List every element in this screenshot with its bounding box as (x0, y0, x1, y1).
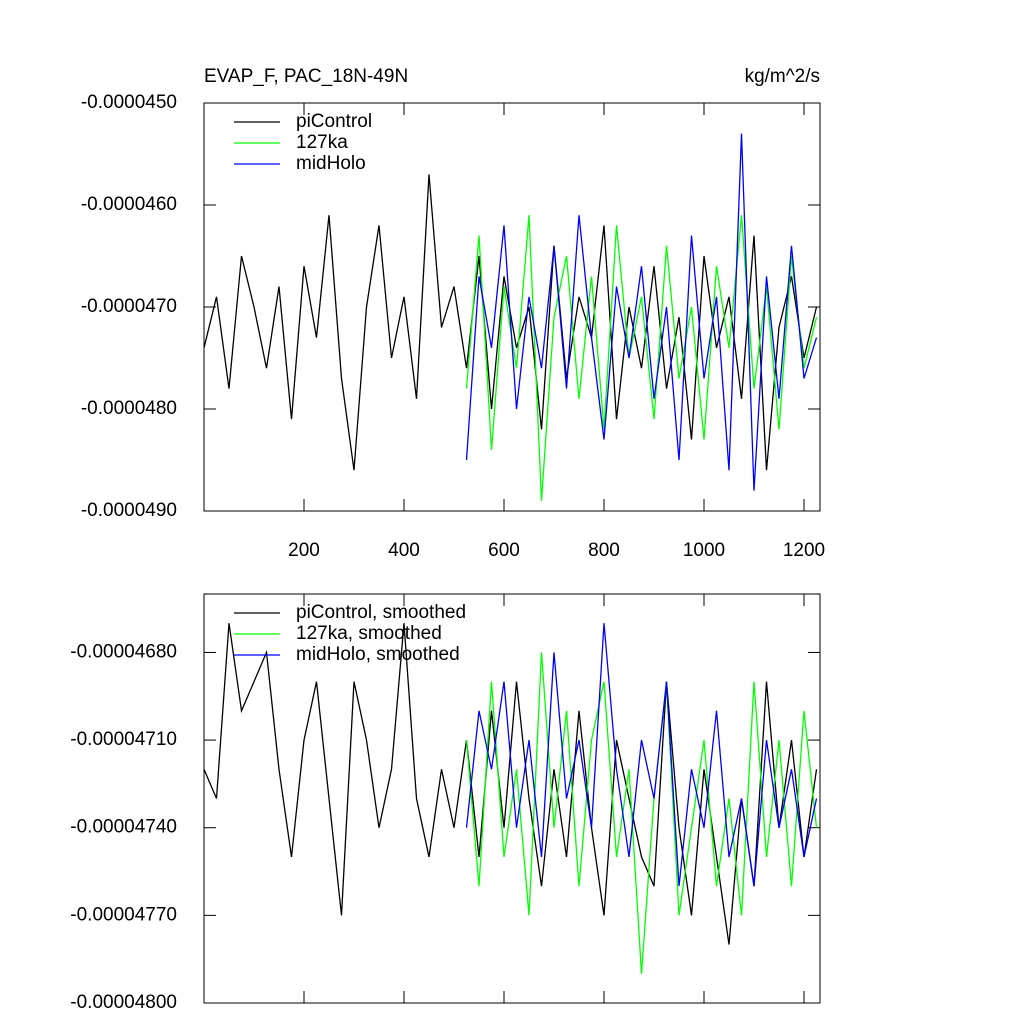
x-tick-label: 800 (588, 540, 620, 561)
x-tick-label: 600 (488, 540, 520, 561)
y-tick-label: -0.00004770 (70, 904, 177, 925)
legend-label: midHolo (296, 153, 366, 174)
series-line (465, 215, 818, 501)
legend-label: piControl, smoothed (296, 602, 466, 623)
series-line (465, 652, 818, 974)
legend-label: midHolo, smoothed (296, 644, 460, 665)
chart-title: EVAP_F, PAC_18N-49N (204, 66, 408, 87)
x-tick-label: 200 (288, 540, 320, 561)
x-tick-label: 1000 (683, 540, 725, 561)
y-tick-label: -0.0000450 (81, 92, 177, 113)
legend-label: piControl (296, 111, 372, 132)
y-tick-label: -0.0000470 (81, 296, 177, 317)
y-tick-label: -0.0000480 (81, 398, 177, 419)
series-line (465, 623, 818, 887)
legend-label: 127ka (296, 132, 348, 153)
x-tick-label: 1200 (783, 540, 825, 561)
y-tick-label: -0.00004680 (70, 641, 177, 662)
y-tick-label: -0.00004710 (70, 729, 177, 750)
y-tick-label: -0.0000490 (81, 500, 177, 521)
y-tick-label: -0.00004800 (70, 992, 177, 1013)
legend-label: 127ka, smoothed (296, 623, 442, 644)
series-line (203, 623, 818, 945)
x-tick-label: 400 (388, 540, 420, 561)
plot-frame (203, 593, 821, 1004)
y-tick-label: -0.0000460 (81, 194, 177, 215)
series-line (465, 133, 818, 491)
y-tick-label: -0.00004740 (70, 817, 177, 838)
units-label: kg/m^2/s (745, 66, 820, 87)
